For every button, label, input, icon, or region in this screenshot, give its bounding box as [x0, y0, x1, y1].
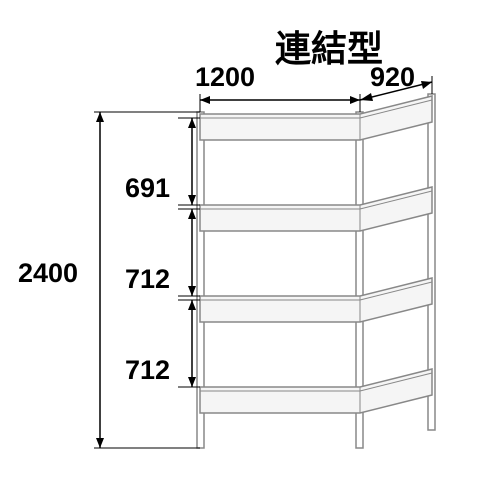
shelving-diagram: [0, 0, 500, 500]
shelf-4: [200, 369, 432, 413]
shelf-3: [200, 278, 432, 322]
shelf-2: [200, 187, 432, 231]
shelf-1: [200, 96, 432, 140]
shelves: [200, 96, 432, 413]
diagram-container: 連結型 1200 920 2400 691 712 712: [0, 0, 500, 500]
